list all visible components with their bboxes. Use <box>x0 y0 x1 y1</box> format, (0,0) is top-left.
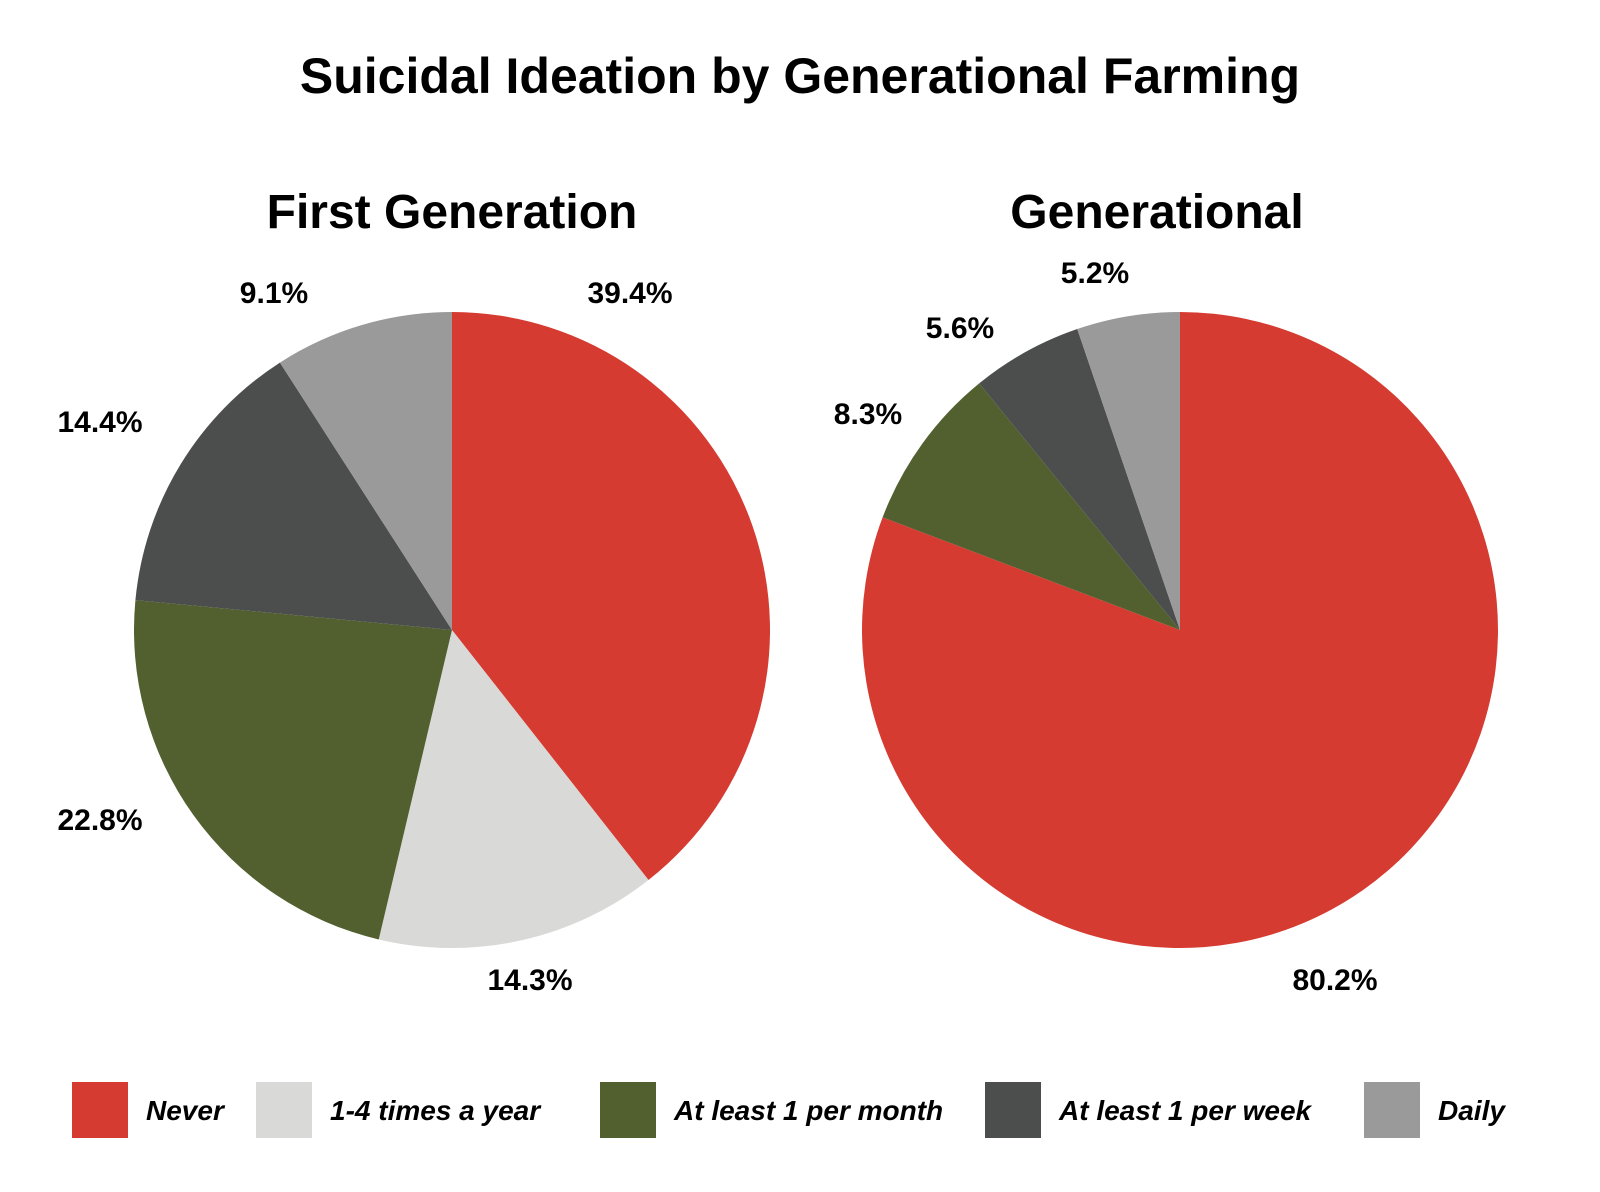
legend-swatch <box>985 1082 1041 1138</box>
legend-item-1-4-times-a-year: 1-4 times a year <box>256 1082 542 1138</box>
legend-swatch <box>600 1082 656 1138</box>
legend: Never 1-4 times a year At least 1 per mont… <box>72 1082 1506 1138</box>
legend-swatch <box>256 1082 312 1138</box>
data-label-never: 80.2% <box>1292 964 1377 997</box>
legend-item-at-least-1-per-week: At least 1 per week <box>985 1082 1313 1138</box>
slice-at-least-1-per-month <box>882 383 1180 630</box>
slice-never <box>861 312 1498 949</box>
legend-item-daily: Daily <box>1364 1082 1506 1138</box>
chart-title: Suicidal Ideation by Generational Farmin… <box>300 48 1300 104</box>
data-label-at-least-1-per-week: 5.6% <box>926 312 994 345</box>
pie-title-first-generation: First Generation <box>267 186 638 239</box>
legend-label: At least 1 per week <box>1058 1095 1313 1126</box>
data-label-at-least-1-per-month: 8.3% <box>834 398 902 431</box>
legend-item-never: Never <box>72 1082 226 1138</box>
slice-at-least-1-per-week <box>135 362 452 630</box>
data-label-never: 39.4% <box>587 277 672 310</box>
legend-label: 1-4 times a year <box>330 1095 542 1126</box>
legend-swatch <box>72 1082 128 1138</box>
data-label-daily: 5.2% <box>1061 257 1129 290</box>
pie-title-generational: Generational <box>1010 186 1303 239</box>
data-label-at-least-1-per-week: 14.4% <box>57 406 142 439</box>
legend-item-at-least-1-per-month: At least 1 per month <box>600 1082 943 1138</box>
slice-never <box>452 312 771 881</box>
legend-label: Never <box>146 1095 226 1126</box>
slice-daily <box>279 312 452 630</box>
pie-first-generation: First Generation 39.4% 14.3% 22.8% 14.4% 9.1… <box>57 186 771 997</box>
data-label-daily: 9.1% <box>240 277 308 310</box>
slice-at-least-1-per-month <box>133 600 452 940</box>
legend-label: At least 1 per month <box>673 1095 943 1126</box>
slice-at-least-1-per-week <box>979 329 1180 630</box>
data-label-1-4-times-a-year: 14.3% <box>487 964 572 997</box>
slice-daily <box>1077 312 1180 630</box>
legend-label: Daily <box>1438 1095 1506 1126</box>
data-label-at-least-1-per-month: 22.8% <box>57 804 142 837</box>
slice-1-4-times-a-year <box>378 630 649 948</box>
legend-swatch <box>1364 1082 1420 1138</box>
pie-generational: Generational 80.2% 8.3% 5.6% 5.2% <box>834 186 1498 997</box>
